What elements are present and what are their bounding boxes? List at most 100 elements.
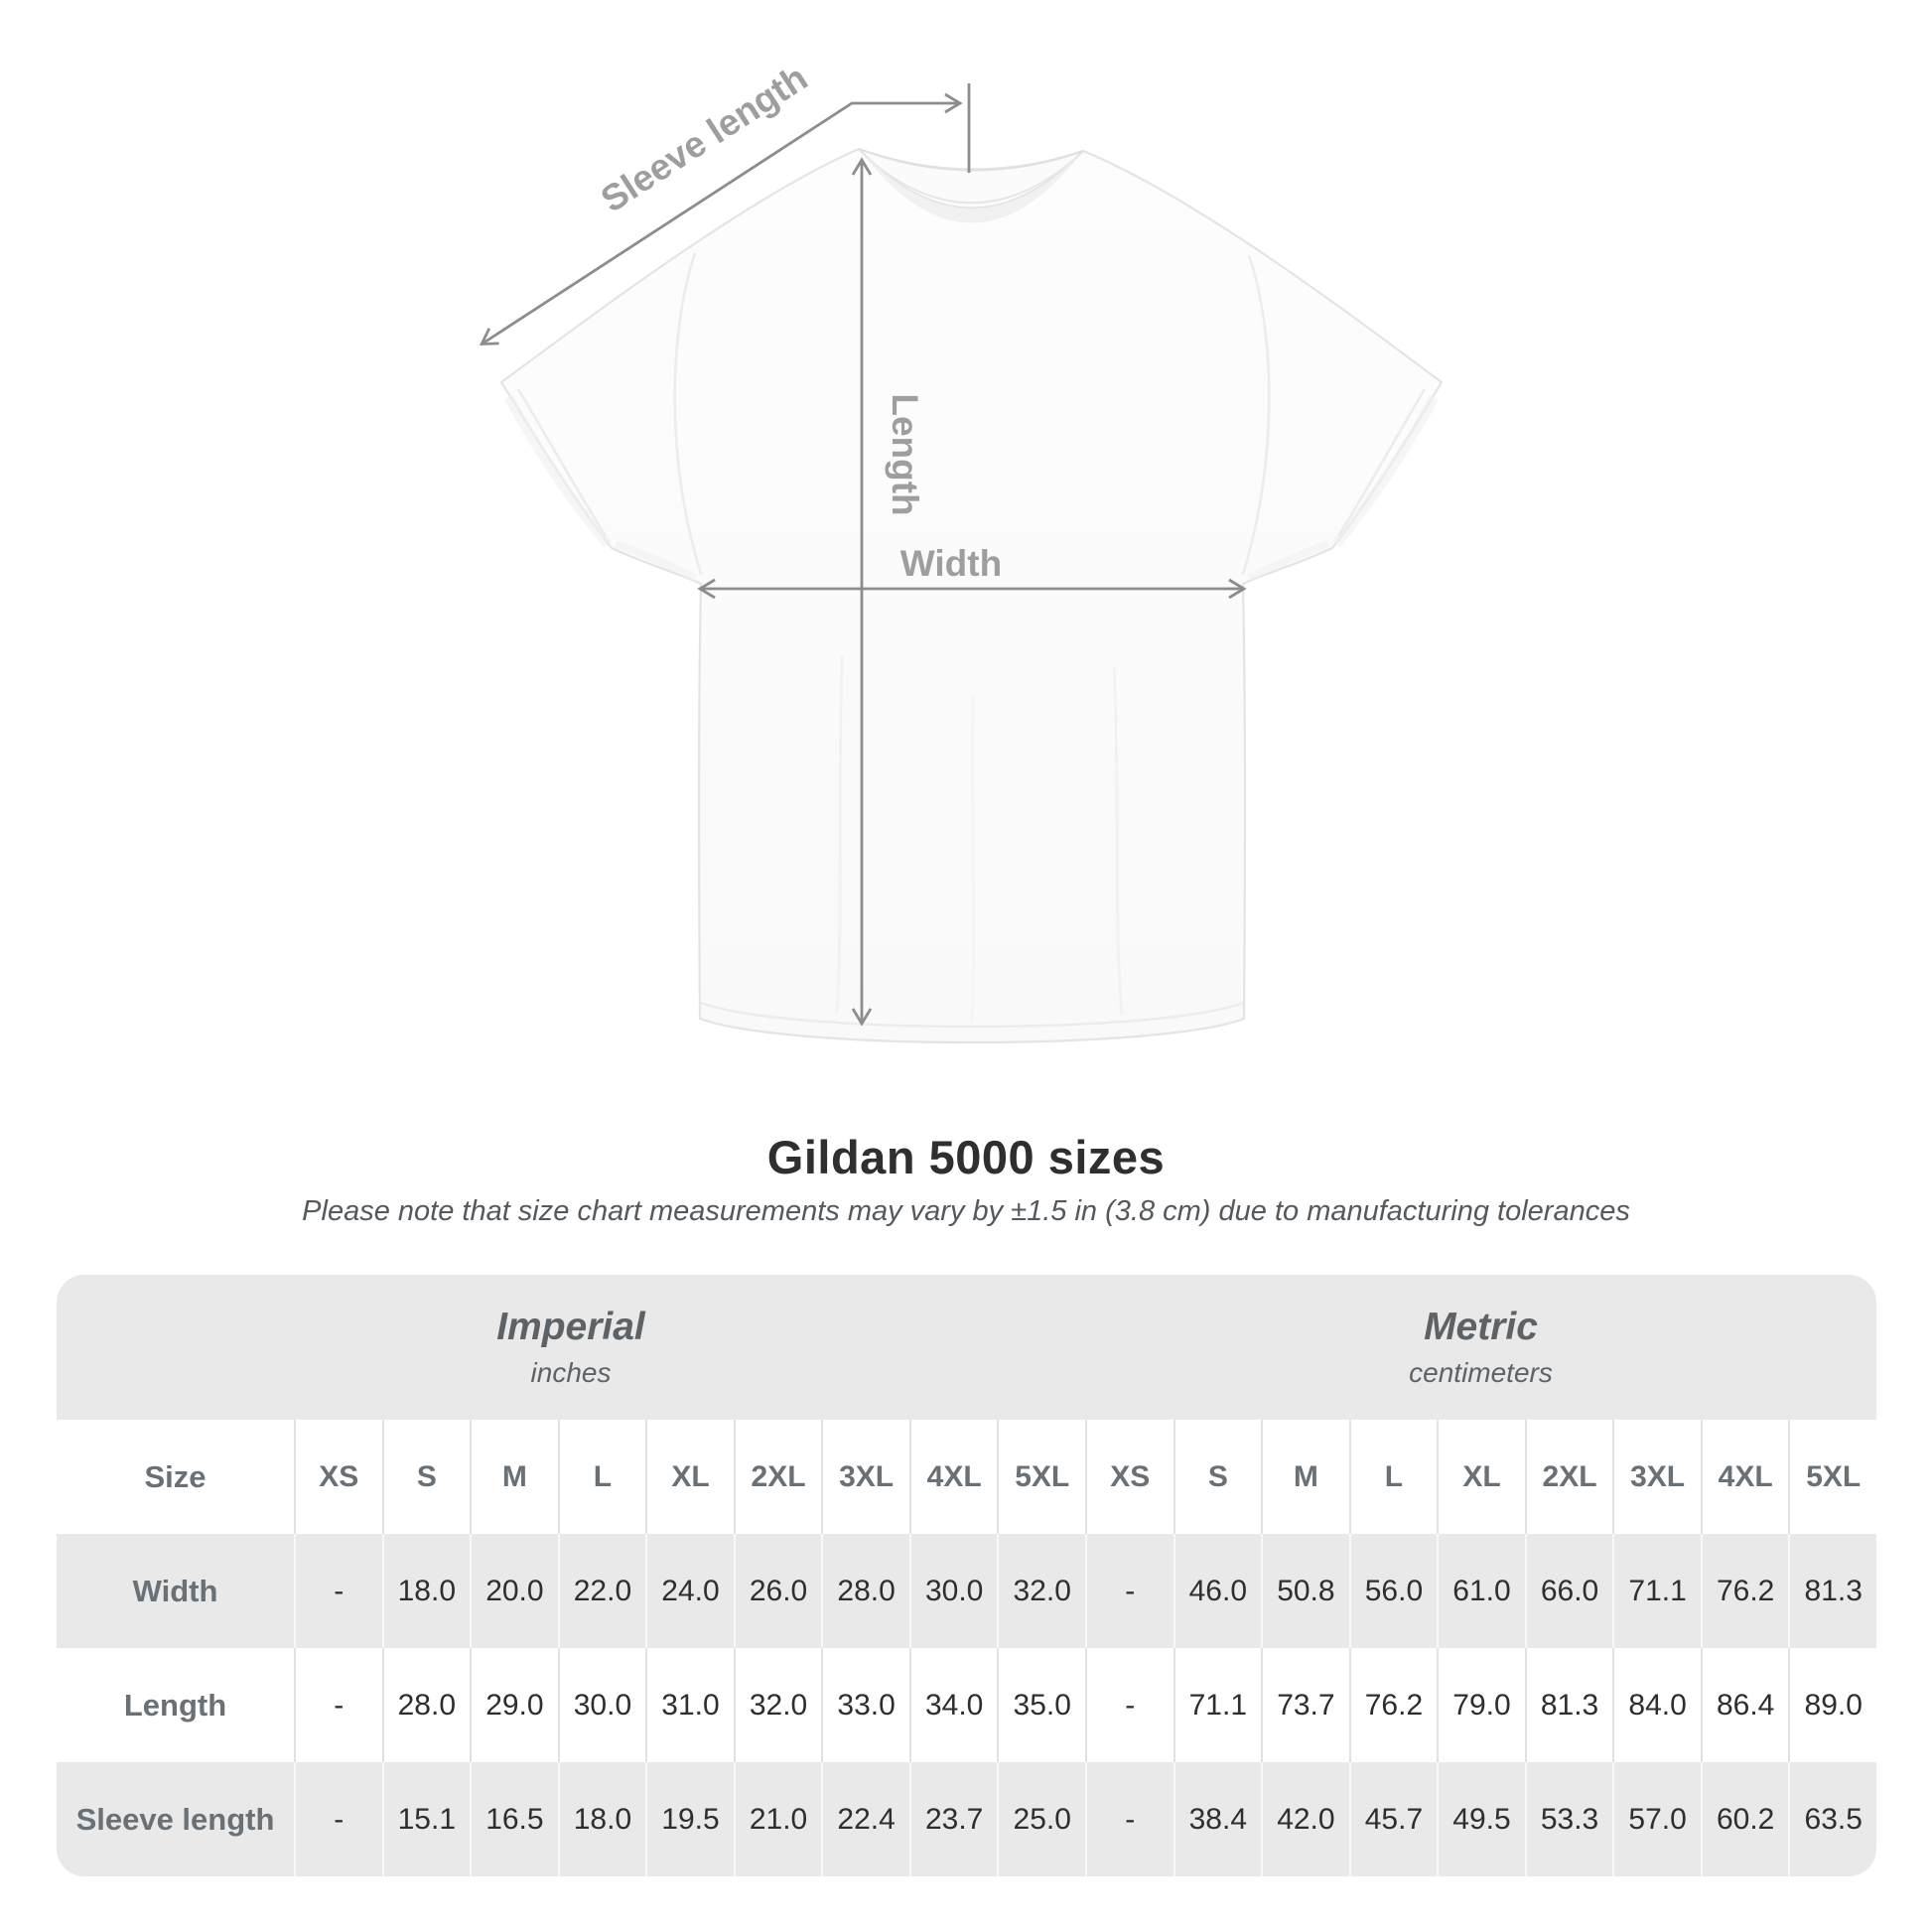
- cell: 32.0: [997, 1534, 1085, 1648]
- cell: 57.0: [1612, 1762, 1701, 1876]
- cell: -: [1085, 1648, 1173, 1762]
- col-header: 2XL: [1524, 1420, 1613, 1534]
- cell: 81.3: [1788, 1534, 1876, 1648]
- cell: 53.3: [1524, 1762, 1613, 1876]
- bottom-hem-seam: [700, 1001, 1244, 1029]
- cell: 22.0: [557, 1534, 646, 1648]
- cell: -: [294, 1762, 382, 1876]
- cell: 79.0: [1437, 1648, 1525, 1762]
- cell: 86.4: [1700, 1648, 1789, 1762]
- metric-header: Metric centimeters: [1085, 1275, 1876, 1420]
- right-sleeve-shade: [1332, 394, 1440, 548]
- right-armhole-seam: [1241, 254, 1271, 575]
- cell: 42.0: [1261, 1762, 1349, 1876]
- cell: 84.0: [1612, 1648, 1701, 1762]
- row-label: Width: [132, 1573, 218, 1608]
- row-label: Length: [123, 1687, 227, 1723]
- measurement-annotations: [479, 83, 1247, 1027]
- tshirt-measurement-diagram: Sleeve length Length Width: [479, 57, 1444, 1044]
- cell: 71.1: [1173, 1648, 1262, 1762]
- cell: 89.0: [1788, 1648, 1876, 1762]
- cell: 45.7: [1348, 1762, 1438, 1876]
- cell: 56.0: [1348, 1534, 1438, 1648]
- cell: 26.0: [733, 1534, 822, 1648]
- cell: -: [1085, 1762, 1173, 1876]
- width-label: Width: [900, 543, 1002, 584]
- metric-unit: centimeters: [1409, 1357, 1553, 1388]
- length-label: Length: [885, 393, 925, 515]
- cell: 35.0: [997, 1648, 1085, 1762]
- wrinkle: [1112, 666, 1124, 1016]
- tshirt-illustration: [499, 147, 1444, 1044]
- cell: 50.8: [1261, 1534, 1349, 1648]
- wrinkle: [835, 654, 844, 1014]
- col-header: 4XL: [1700, 1420, 1789, 1534]
- sleeve-length-row: Sleeve length - 15.1 16.5 18.0 19.5 21.0…: [57, 1762, 1876, 1876]
- row-label: Sleeve length: [75, 1801, 275, 1837]
- cell: 20.0: [470, 1534, 558, 1648]
- left-sleeve-hem-seam: [516, 388, 608, 537]
- page-title: Gildan 5000 sizes: [766, 1131, 1166, 1183]
- imperial-header: Imperial inches: [57, 1275, 1085, 1420]
- cell: 31.0: [645, 1648, 734, 1762]
- width-row: Width - 18.0 20.0 22.0 24.0 26.0 28.0 30…: [57, 1534, 1876, 1648]
- col-header: XL: [645, 1420, 734, 1534]
- cell: 34.0: [908, 1648, 998, 1762]
- cell: 29.0: [470, 1648, 558, 1762]
- cell: 21.0: [733, 1762, 822, 1876]
- cell: 24.0: [645, 1534, 734, 1648]
- cell: 32.0: [733, 1648, 822, 1762]
- right-sleeve-hem-seam: [1336, 388, 1427, 537]
- col-header: 4XL: [908, 1420, 998, 1534]
- cell: -: [1085, 1534, 1173, 1648]
- cell: 30.0: [908, 1534, 998, 1648]
- size-table: Imperial inches Metric centimeters Size …: [57, 1275, 1876, 1876]
- col-header: 5XL: [1788, 1420, 1876, 1534]
- col-header: 3XL: [821, 1420, 909, 1534]
- unit-header-band: Imperial inches Metric centimeters: [57, 1275, 1876, 1420]
- col-header: XS: [1085, 1420, 1173, 1534]
- col-header: M: [470, 1420, 558, 1534]
- cell: 18.0: [381, 1534, 471, 1648]
- col-header: 5XL: [997, 1420, 1085, 1534]
- cell: -: [294, 1648, 382, 1762]
- cell: 19.5: [645, 1762, 734, 1876]
- cell: 28.0: [821, 1534, 909, 1648]
- cell: 66.0: [1524, 1534, 1613, 1648]
- imperial-label: Imperial: [496, 1306, 645, 1348]
- col-header: S: [381, 1420, 471, 1534]
- cell: 73.7: [1261, 1648, 1349, 1762]
- imperial-unit: inches: [530, 1357, 612, 1388]
- cell: 76.2: [1348, 1648, 1438, 1762]
- size-corner-label: Size: [144, 1458, 207, 1494]
- col-header: L: [1348, 1420, 1438, 1534]
- cell: -: [294, 1534, 382, 1648]
- cell: 76.2: [1700, 1534, 1789, 1648]
- cell: 18.0: [557, 1762, 646, 1876]
- col-header: XS: [294, 1420, 382, 1534]
- cell: 22.4: [821, 1762, 909, 1876]
- col-header: 2XL: [733, 1420, 822, 1534]
- cell: 23.7: [908, 1762, 998, 1876]
- tshirt-body: [499, 147, 1444, 1044]
- cell: 16.5: [470, 1762, 558, 1876]
- wrinkle: [970, 694, 976, 1024]
- cell: 81.3: [1524, 1648, 1613, 1762]
- cell: 71.1: [1612, 1534, 1701, 1648]
- right-underarm-shade: [1247, 540, 1330, 582]
- cell: 25.0: [997, 1762, 1085, 1876]
- col-header: S: [1173, 1420, 1262, 1534]
- cell: 61.0: [1437, 1534, 1525, 1648]
- size-header-row: Size XS S M L XL 2XL 3XL 4XL 5XL XS S M …: [57, 1420, 1876, 1534]
- metric-label: Metric: [1424, 1306, 1538, 1348]
- cell: 30.0: [557, 1648, 646, 1762]
- cell: 33.0: [821, 1648, 909, 1762]
- cell: 46.0: [1173, 1534, 1262, 1648]
- cell: 63.5: [1788, 1762, 1876, 1876]
- left-underarm-shade: [614, 540, 697, 582]
- cell: 38.4: [1173, 1762, 1262, 1876]
- collar-shadow: [859, 149, 1083, 223]
- cell: 60.2: [1700, 1762, 1789, 1876]
- sleeve-length-arrow: [479, 92, 963, 346]
